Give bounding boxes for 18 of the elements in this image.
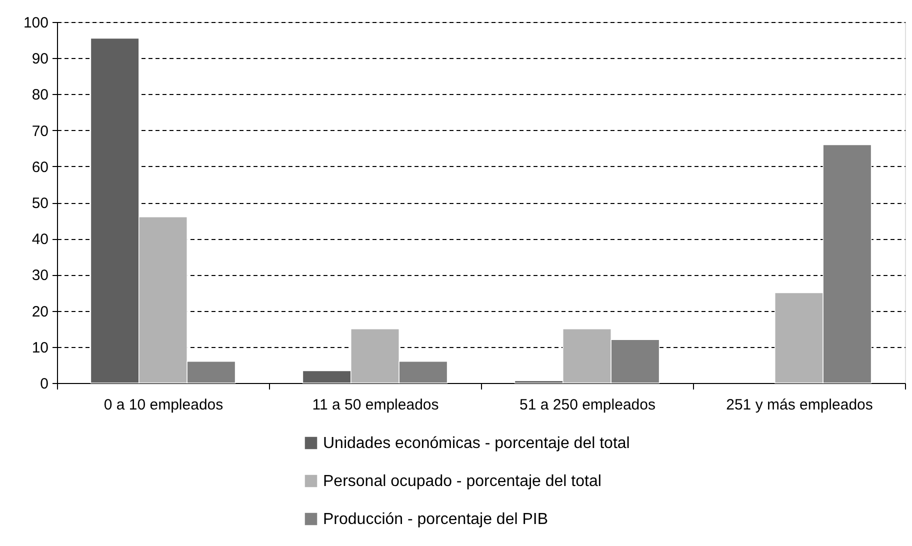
y-tick-label: 0 (40, 376, 48, 392)
y-tick-label: 10 (32, 339, 48, 356)
x-tick-label: 251 y más empleados (726, 396, 873, 414)
y-tick-label: 40 (32, 231, 48, 248)
y-tick-label: 80 (32, 86, 48, 104)
legend-label: Personal ocupado - porcentaje del total (323, 473, 602, 490)
legend-label: Unidades económicas - porcentaje del total (323, 435, 630, 452)
x-tick-label: 11 a 50 empleados (312, 396, 439, 414)
y-tick-label: 70 (32, 122, 48, 140)
y-tick-label: 100 (23, 14, 48, 32)
y-tick-label: 30 (32, 267, 48, 284)
y-tick-label: 20 (32, 303, 48, 320)
y-tick-label: 90 (32, 50, 48, 68)
x-tick-label: 0 a 10 empleados (104, 396, 224, 414)
y-tick-label: 60 (32, 158, 48, 176)
legend-label: Producción - porcentaje del PIB (323, 511, 548, 528)
x-tick-label: 51 a 250 empleados (520, 396, 656, 414)
y-tick-label: 50 (32, 195, 48, 212)
